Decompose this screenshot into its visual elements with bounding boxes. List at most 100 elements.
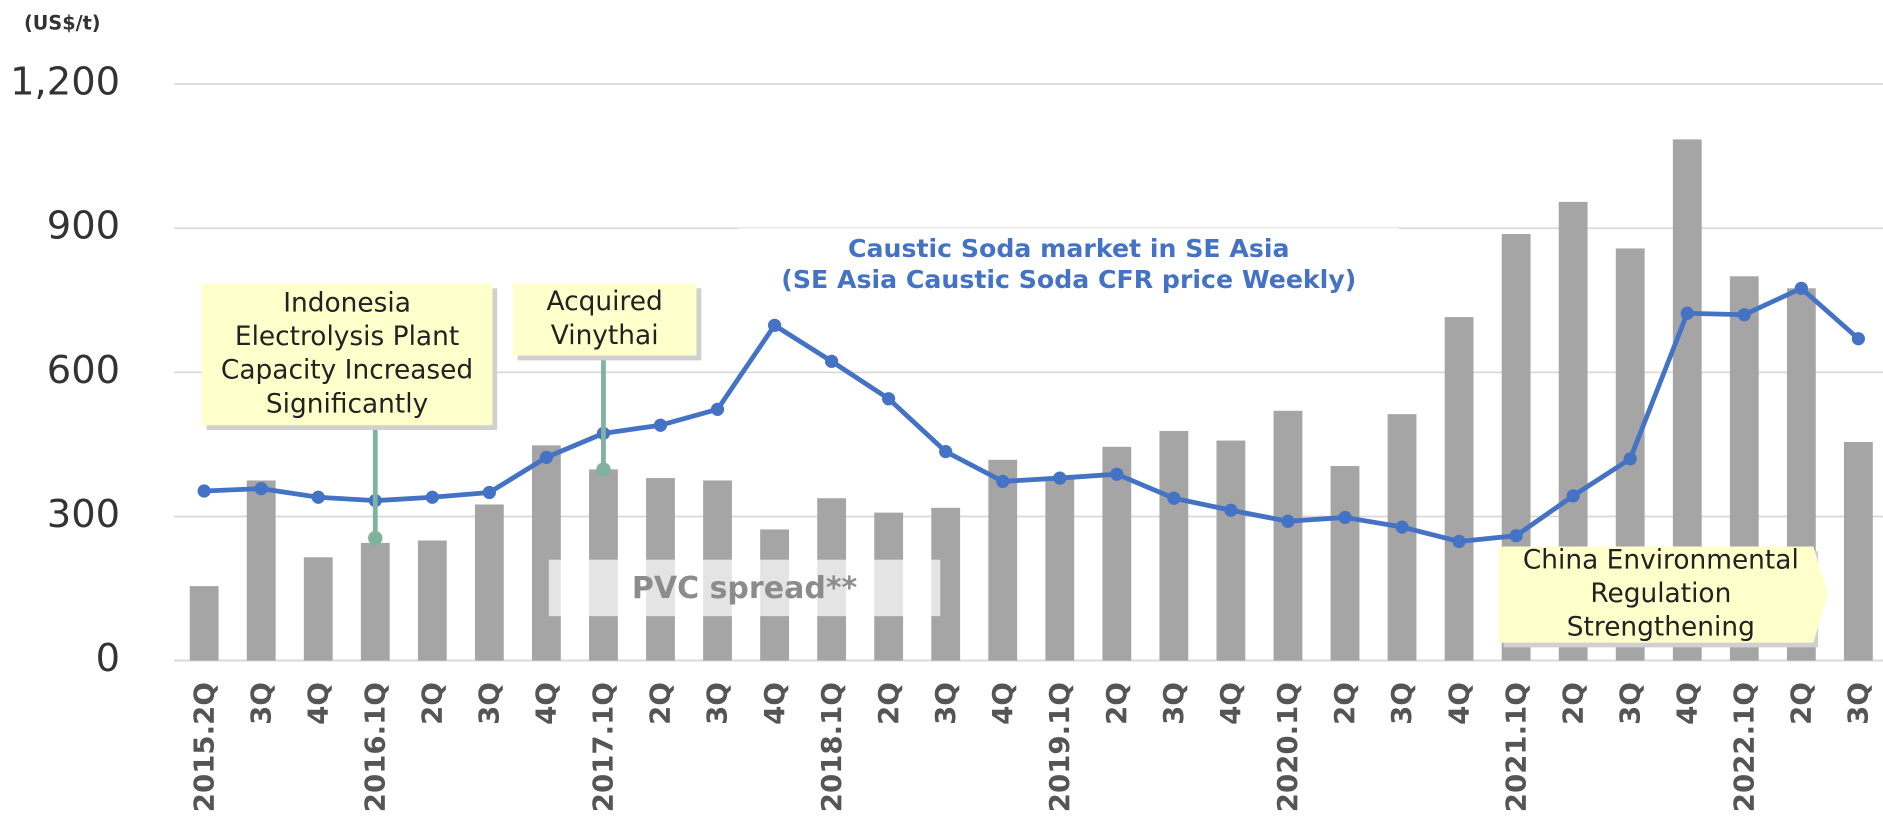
line-point [197, 484, 211, 498]
annotation-text: China Environmental [1523, 544, 1799, 575]
annotation-text: Capacity Increased [221, 355, 473, 386]
legend-label: PVC spread** [632, 571, 858, 606]
x-tick-label: 4Q [530, 682, 563, 725]
legend-box [738, 228, 1400, 296]
line-point [1566, 489, 1580, 503]
bar [417, 540, 447, 661]
x-tick-label: 2Q [1556, 682, 1589, 725]
bar [246, 480, 276, 661]
annotation-text: Electrolysis Plant [235, 321, 459, 352]
annotation-text: Strengthening [1567, 612, 1755, 643]
x-tick-label: 3Q [1613, 682, 1646, 725]
line-point [1851, 332, 1865, 346]
annotation-dot [368, 530, 383, 546]
x-tick-label: 2020.1Q [1271, 682, 1304, 812]
bar [1102, 446, 1132, 661]
x-tick-label: 2019.1Q [1043, 682, 1076, 812]
bar [360, 542, 390, 661]
line-point [539, 450, 554, 464]
bar [1045, 478, 1075, 661]
line-point [825, 354, 839, 368]
line-point [482, 485, 496, 500]
line-point [1452, 534, 1466, 549]
annotation-text: Vinythai [551, 320, 659, 351]
bar [1273, 410, 1303, 661]
annotation-box [201, 283, 493, 426]
x-tick-label: 3Q [1842, 682, 1875, 725]
annotation-box [512, 283, 697, 356]
bar [1330, 466, 1360, 661]
x-tick-label: 4Q [1670, 682, 1703, 725]
line [204, 285, 1860, 544]
y-tick-label: 1,200 [10, 60, 120, 105]
line-point [653, 418, 668, 432]
line-point [767, 318, 782, 332]
y-tick-label: 600 [47, 348, 120, 393]
x-tick-label: 2Q [1100, 682, 1133, 725]
line-point [1623, 452, 1637, 466]
x-tick-label: 3Q [929, 682, 962, 725]
x-tick-label: 2021.1Q [1499, 682, 1532, 812]
line-point [311, 490, 325, 504]
x-tick-label: 2Q [416, 682, 449, 725]
line-point [996, 474, 1010, 489]
bar [1444, 317, 1474, 661]
line-point [1395, 520, 1409, 534]
line-point [1338, 510, 1352, 525]
legend-box [548, 559, 941, 617]
x-tick-label: 2Q [644, 682, 677, 725]
line-point [1053, 471, 1067, 485]
x-tick-label: 3Q [701, 682, 734, 725]
bar [1159, 430, 1189, 661]
legend-label: Caustic Soda market in SE Asia [848, 234, 1289, 263]
x-tick-label: 3Q [1157, 682, 1190, 725]
x-tick-label: 4Q [1442, 682, 1475, 725]
annotation-box [1498, 546, 1828, 643]
line-point [710, 402, 725, 416]
line-point [1794, 281, 1808, 295]
bar [1216, 440, 1246, 661]
line-point [1110, 467, 1124, 481]
x-tick-label: 4Q [986, 682, 1019, 725]
x-tick-label: 2Q [1328, 682, 1361, 725]
annotation-text: Significantly [266, 388, 428, 419]
line-point [425, 490, 439, 504]
line-point [1680, 306, 1694, 320]
x-tick-label: 2Q [872, 682, 905, 725]
x-tick-label: 2015.2Q [187, 682, 220, 812]
line-point [939, 445, 953, 459]
x-tick-label: 2018.1Q [815, 682, 848, 812]
x-tick-label: 4Q [1214, 682, 1247, 725]
x-tick-label: 2022.1Q [1727, 682, 1760, 812]
x-tick-label: 2016.1Q [358, 682, 391, 812]
x-tick-label: 4Q [758, 682, 791, 725]
bar [189, 586, 219, 661]
y-tick-label: 300 [47, 492, 120, 537]
line-point [1224, 503, 1238, 517]
bar [531, 445, 561, 661]
x-tick-label: 3Q [244, 682, 277, 725]
line-point [1167, 491, 1181, 505]
annotation-dot [596, 462, 611, 477]
x-tick-label: 2Q [1785, 682, 1818, 725]
x-tick-label: 2017.1Q [587, 682, 620, 812]
legend-note: (SE Asia Caustic Soda CFR price Weekly) [781, 265, 1356, 294]
line-point [1281, 514, 1295, 528]
bar [474, 504, 504, 661]
bar [1387, 414, 1417, 661]
y-tick-label: 900 [47, 204, 120, 249]
bar [988, 459, 1018, 661]
x-tick-label: 4Q [301, 682, 334, 725]
x-tick-label: 3Q [473, 682, 506, 725]
y-tick-label: 0 [96, 636, 120, 681]
annotation-text: Indonesia [283, 287, 411, 318]
bar [303, 557, 333, 661]
line-point [882, 392, 896, 406]
line-point [254, 482, 268, 496]
x-tick-label: 3Q [1385, 682, 1418, 725]
annotation-text: Regulation [1590, 578, 1731, 609]
line-point [1509, 529, 1523, 543]
annotation-text: Acquired [547, 286, 663, 317]
y-axis-label: (US$/t) [24, 12, 101, 35]
